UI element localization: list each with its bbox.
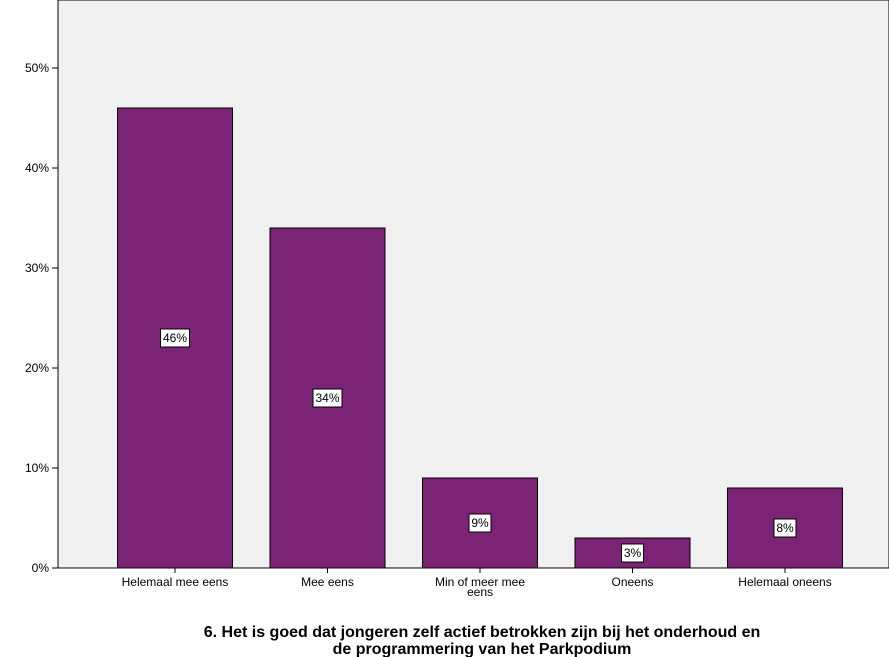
- chart-title-line-2: de programmering van het Parkpodium: [333, 641, 632, 657]
- data-label-text: 8%: [776, 521, 794, 535]
- y-tick-label: 20%: [25, 361, 49, 375]
- data-label-box: [773, 518, 797, 538]
- data-label: 3%: [621, 543, 644, 563]
- y-tick-label: 10%: [25, 461, 49, 475]
- data-label-box: [160, 328, 190, 348]
- x-category-label: Helemaal mee eens: [122, 575, 229, 589]
- y-axis: 0% 10% 20% 30% 40% 50%: [25, 0, 59, 575]
- x-category-label: Helemaal oneens: [738, 575, 831, 589]
- data-label-text: 46%: [163, 331, 187, 345]
- y-tick-label: 50%: [25, 61, 49, 75]
- data-label-box: [468, 513, 492, 533]
- x-category-label: eens: [467, 585, 493, 599]
- y-tick-label: 30%: [25, 261, 49, 275]
- data-label-text: 9%: [471, 516, 489, 530]
- data-labels-layer: 46% 34% 9% 3% 8%: [160, 328, 797, 563]
- data-label: 8%: [773, 518, 797, 538]
- chart-title-line-1: 6. Het is goed dat jongeren zelf actief …: [204, 624, 761, 641]
- data-label-box: [621, 543, 644, 563]
- x-category-label: Min of meer mee: [435, 575, 525, 589]
- y-tick-label: 40%: [25, 161, 49, 175]
- x-category-label: Oneens: [611, 575, 653, 589]
- x-category-label: Mee eens: [301, 575, 354, 589]
- y-tick-label: 0%: [32, 561, 50, 575]
- data-label-text: 3%: [624, 546, 642, 560]
- data-label-box: [312, 388, 343, 408]
- data-label-text: 34%: [315, 391, 339, 405]
- data-label: 46%: [160, 328, 190, 348]
- x-axis: Helemaal mee eens Mee eens Min of meer mee…: [58, 567, 889, 599]
- data-label: 9%: [468, 513, 492, 533]
- data-label: 34%: [312, 388, 343, 408]
